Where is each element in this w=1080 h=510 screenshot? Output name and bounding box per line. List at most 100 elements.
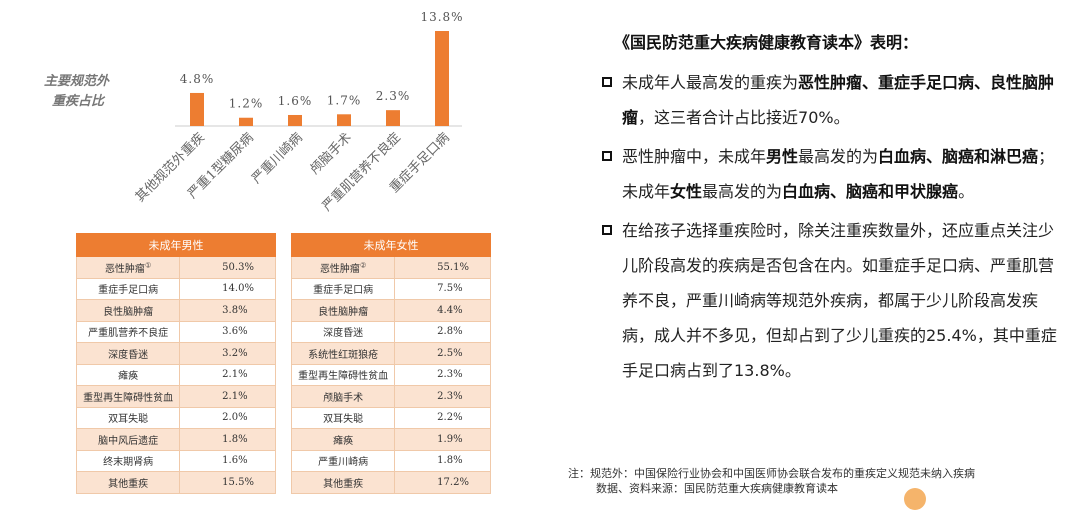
female-table-row: 严重川崎病 1.8% — [290, 449, 491, 472]
male-table-disease-name: 终末期肾病 — [103, 457, 154, 469]
male-table-row-name: 重型再生障碍性贫血 — [75, 385, 181, 408]
footnote: 注：规范外：中国保险行业协会和中国医师协会联合发布的重疾定义规范未纳入疾病 数据… — [568, 466, 1058, 496]
bar — [239, 117, 253, 126]
male-table-row-name: 恶性肿瘤① — [75, 256, 181, 279]
female-table-row-name: 颅脑手术 — [290, 385, 396, 408]
female-table-row-name: 深度昏迷 — [290, 320, 396, 343]
female-table-row-value: 17.2% — [394, 471, 491, 494]
male-table-row: 其他重疾 15.5% — [75, 471, 276, 494]
male-table-row-value: 2.1% — [179, 385, 276, 408]
male-table-disease-name: 其他重疾 — [108, 478, 149, 490]
bar-value-label: 4.8% — [180, 72, 215, 86]
male-table: 未成年男性 恶性肿瘤① 50.3% 重症手足口病 14.0% 良性脑肿瘤 3.8% 严重肌营… — [75, 233, 276, 494]
female-table-row-name: 双耳失聪 — [290, 406, 396, 429]
female-table-row: 重症手足口病 7.5% — [290, 277, 491, 300]
female-table-row-name: 其他重疾 — [290, 471, 396, 494]
male-table-row: 脑中风后遗症 1.8% — [75, 428, 276, 451]
female-table-row-name: 重症手足口病 — [290, 277, 396, 300]
male-table-row-name: 双耳失聪 — [75, 406, 181, 429]
male-table-header: 未成年男性 — [76, 233, 276, 257]
male-table-footnote-mark: ① — [144, 261, 152, 270]
bullet-2-bold-female: 女性 — [670, 182, 703, 201]
bar — [288, 114, 302, 126]
bullet-2-bold-male: 男性 — [766, 147, 799, 166]
male-table-disease-name: 重症手足口病 — [98, 285, 159, 297]
bullet-2-bold-male-cancers: 白血病、脑癌和淋巴癌 — [878, 147, 1039, 166]
category-label: 严重川崎病 — [249, 130, 306, 187]
bullet-2-text-e: 。 — [958, 182, 975, 201]
female-table-footnote-mark: ② — [359, 261, 367, 270]
female-table-row-name: 严重川崎病 — [290, 449, 396, 472]
bullet-3-text: 在给孩子选择重疾险时，除关注重疾数量外，还应重点关注少儿阶段高发的疾病是否包含在… — [622, 221, 1057, 380]
footnote-line1: 注：规范外：中国保险行业协会和中国医师协会联合发布的重疾定义规范未纳入疾病 — [568, 467, 975, 480]
male-table-row-value: 1.6% — [179, 449, 276, 472]
chart-side-label-line1: 主要规范外 — [44, 74, 110, 89]
bar-value-label: 1.2% — [229, 97, 264, 111]
female-table-disease-name: 双耳失聪 — [323, 414, 364, 426]
bullet-2-text-b: 最高发的为 — [798, 147, 879, 166]
bullet-1: 未成年人最高发的重疾为恶性肿瘤、重症手足口病、良性脑肿瘤，这三者合计占比接近70… — [598, 65, 1068, 135]
female-table-row-value: 1.8% — [394, 449, 491, 472]
female-table-row-name: 系统性红斑狼疮 — [290, 342, 396, 365]
male-table-row: 重症手足口病 14.0% — [75, 277, 276, 300]
male-table-row: 重型再生障碍性贫血 2.1% — [75, 385, 276, 408]
category-label: 颅脑手术 — [307, 130, 354, 177]
female-table-row-value: 4.4% — [394, 299, 491, 322]
bullet-1-bold: 恶性肿瘤、重症手足口病、良性脑肿瘤 — [622, 73, 1055, 127]
female-table-header: 未成年女性 — [291, 233, 491, 257]
female-table-disease-name: 重型再生障碍性贫血 — [298, 371, 389, 383]
bullet-2-text-a: 恶性肿瘤中，未成年 — [622, 147, 767, 166]
female-table-row-value: 1.9% — [394, 428, 491, 451]
female-table-disease-name: 重症手足口病 — [313, 285, 374, 297]
male-table-disease-name: 严重肌营养不良症 — [88, 328, 169, 340]
male-table-row-value: 3.6% — [179, 320, 276, 343]
female-table-row: 良性脑肿瘤 4.4% — [290, 299, 491, 322]
male-table-row: 严重肌营养不良症 3.6% — [75, 320, 276, 343]
female-table-row-name: 瘫痪 — [290, 428, 396, 451]
female-table-row-value: 2.5% — [394, 342, 491, 365]
male-table-row-name: 终末期肾病 — [75, 449, 181, 472]
male-table-disease-name: 瘫痪 — [118, 371, 139, 383]
bar-value-label: 13.8% — [420, 10, 463, 24]
male-table-disease-name: 深度昏迷 — [108, 349, 149, 361]
square-bullet-icon — [602, 225, 612, 235]
bar — [435, 31, 449, 126]
bar-chart-svg: 4.8%其他规范外重疾1.2%严重1型糖尿病1.6%严重川崎病1.7%颅脑手术2… — [132, 10, 463, 214]
male-table-row: 深度昏迷 3.2% — [75, 342, 276, 365]
male-table-disease-name: 双耳失聪 — [108, 414, 149, 426]
bar-chart: 主要规范外 重疾占比 4.8% 其他规范外重疾 1.2% 严重1型糖尿病 1.6% 严重川… — [0, 0, 520, 230]
bar — [386, 110, 400, 126]
male-table-row-name: 瘫痪 — [75, 363, 181, 386]
female-table-row-value: 2.3% — [394, 363, 491, 386]
female-table-disease-name: 颅脑手术 — [323, 392, 364, 404]
square-bullet-icon — [602, 151, 612, 161]
female-table-row: 重型再生障碍性贫血 2.3% — [290, 363, 491, 386]
female-table-row-value: 55.1% — [394, 256, 491, 279]
female-table-row-name: 恶性肿瘤② — [290, 256, 396, 279]
bullet-3: 在给孩子选择重疾险时，除关注重疾数量外，还应重点关注少儿阶段高发的疾病是否包含在… — [598, 213, 1068, 388]
female-table-row: 双耳失聪 2.2% — [290, 406, 491, 429]
bullet-2: 恶性肿瘤中，未成年男性最高发的为白血病、脑癌和淋巴癌；未成年女性最高发的为白血病… — [598, 139, 1068, 209]
male-table-row: 双耳失聪 2.0% — [75, 406, 276, 429]
male-table-row-value: 15.5% — [179, 471, 276, 494]
male-table-row-value: 3.8% — [179, 299, 276, 322]
female-table-row: 颅脑手术 2.3% — [290, 385, 491, 408]
female-table-disease-name: 恶性肿瘤 — [319, 263, 360, 275]
male-table-row-value: 50.3% — [179, 256, 276, 279]
female-table-disease-name: 深度昏迷 — [323, 328, 364, 340]
male-table-row-value: 2.0% — [179, 406, 276, 429]
female-table-row: 系统性红斑狼疮 2.5% — [290, 342, 491, 365]
male-table-row: 终末期肾病 1.6% — [75, 449, 276, 472]
male-table-row-name: 脑中风后遗症 — [75, 428, 181, 451]
footnote-line2: 数据、资料来源：国民防范重大疾病健康教育读本 — [596, 482, 838, 495]
chart-side-label-line2: 重疾占比 — [52, 94, 105, 109]
female-table: 未成年女性 恶性肿瘤② 55.1% 重症手足口病 7.5% 良性脑肿瘤 4.4% 深度昏迷 2… — [290, 233, 491, 494]
female-table-disease-name: 系统性红斑狼疮 — [308, 349, 379, 361]
female-table-row: 瘫痪 1.9% — [290, 428, 491, 451]
female-table-row-value: 2.3% — [394, 385, 491, 408]
female-table-row: 深度昏迷 2.8% — [290, 320, 491, 343]
male-table-disease-name: 良性脑肿瘤 — [103, 306, 154, 318]
male-table-row-value: 14.0% — [179, 277, 276, 300]
bullet-2-text-c: ；未成年 — [622, 147, 1055, 201]
male-table-row-name: 其他重疾 — [75, 471, 181, 494]
